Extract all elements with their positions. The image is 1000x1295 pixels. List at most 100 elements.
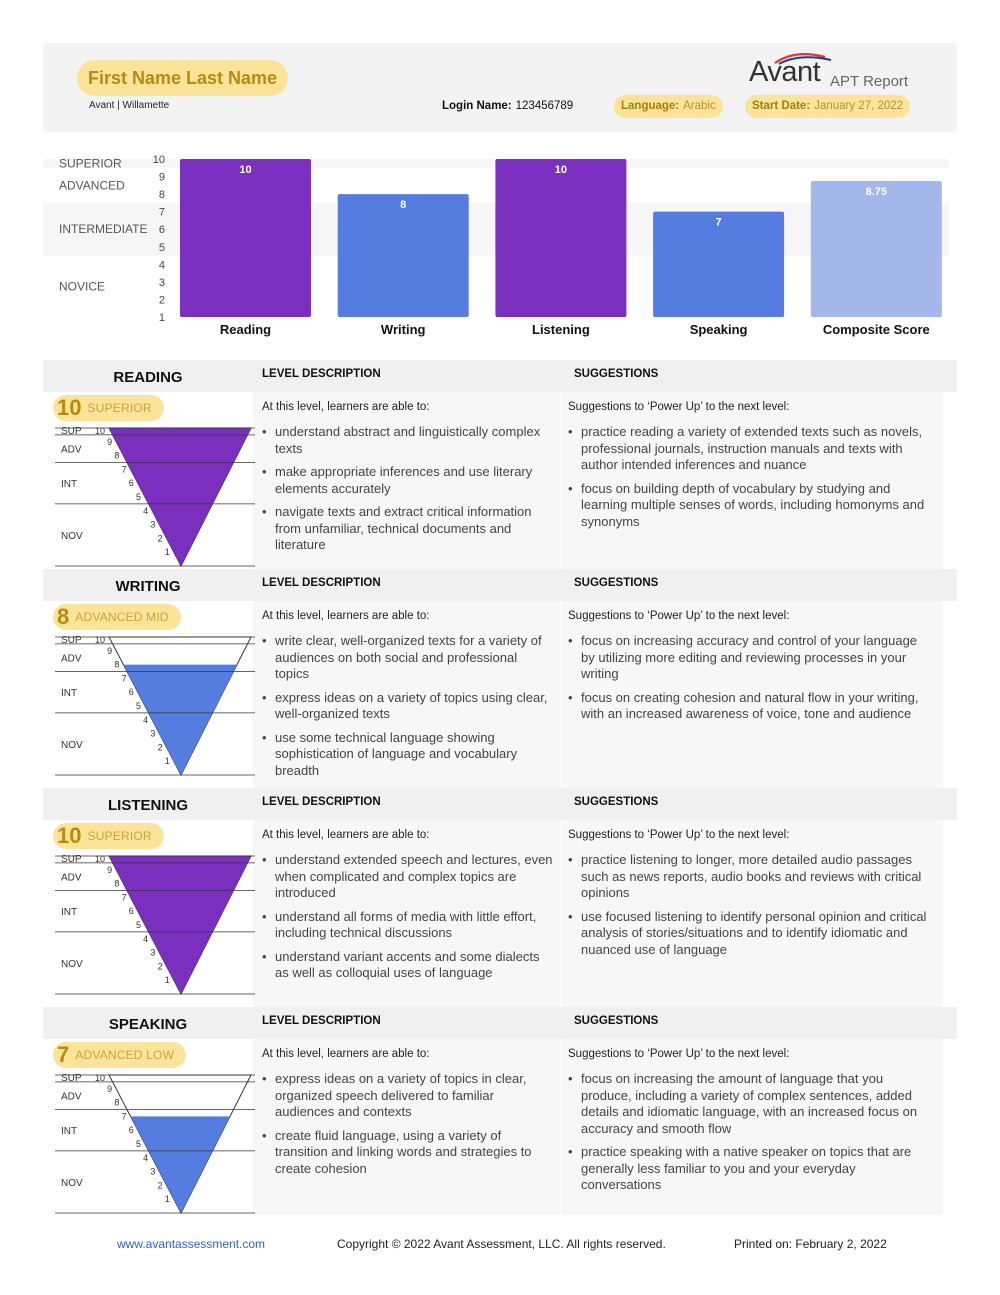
bar	[653, 211, 785, 317]
suggestions-list: practice listening to longer, more detai…	[568, 852, 933, 965]
funnel-level-number: 2	[158, 961, 163, 971]
funnel-level-number: 9	[107, 865, 112, 875]
funnel-level-number: 3	[150, 520, 155, 530]
bar	[495, 159, 627, 317]
suggestions-heading: SUGGESTIONS	[574, 368, 659, 380]
funnel-level-number: 9	[107, 646, 112, 656]
suggestions-intro: Suggestions to ‘Power Up’ to the next le…	[568, 1048, 790, 1060]
website-link[interactable]: www.avantassessment.com	[117, 1237, 266, 1251]
funnel-level-number: 10	[95, 426, 105, 436]
tier-label: ADVANCED	[59, 178, 125, 192]
funnel-tier-label: ADV	[61, 873, 82, 884]
description-item: express ideas on a variety of topics in …	[262, 1071, 554, 1121]
suggestion-item: focus on creating cohesion and natural f…	[568, 690, 933, 723]
description-item: understand all forms of media with littl…	[262, 909, 554, 942]
funnel-level-number: 6	[129, 687, 134, 697]
score-number: 7	[57, 1042, 70, 1067]
section-header: LISTENING LEVEL DESCRIPTION SUGGESTIONS	[43, 788, 957, 820]
funnel-tier-label: ADV	[61, 654, 82, 665]
skill-section-speaking: SPEAKING LEVEL DESCRIPTION SUGGESTIONS 7 ADV…	[43, 1007, 957, 1215]
y-tick-label: 2	[159, 294, 165, 306]
funnel-tier-label: SUP	[61, 635, 82, 646]
student-name: First Name Last Name	[77, 60, 289, 96]
start-date-badge: Start Date: January 27, 2022	[745, 95, 911, 118]
funnel-level-number: 1	[165, 756, 170, 766]
y-tick-label: 10	[153, 154, 165, 166]
funnel-level-number: 1	[165, 975, 170, 985]
x-category-label: Writing	[381, 322, 426, 337]
score-level: SUPERIOR	[87, 401, 152, 415]
funnel-level-number: 2	[158, 533, 163, 543]
bar	[180, 159, 311, 317]
suggestion-item: practice speaking with a native speaker …	[568, 1144, 933, 1194]
description-item: write clear, well-organized texts for a …	[262, 633, 554, 683]
score-bar-chart: SUPERIOR ADVANCED INTERMEDIATE NOVICE 1 2 3 4 5 6…	[43, 148, 957, 343]
score-badge: 8 ADVANCED MID	[53, 604, 181, 630]
funnel-level-number: 7	[122, 892, 127, 902]
x-category-label: Speaking	[690, 322, 748, 337]
language-value: Arabic	[683, 100, 716, 112]
bar-value-label: 8.75	[866, 186, 887, 198]
score-level: SUPERIOR	[87, 829, 152, 843]
funnel-level-number: 4	[143, 506, 148, 516]
level-description-heading: LEVEL DESCRIPTION	[262, 577, 381, 589]
funnel-level-number: 1	[165, 1194, 170, 1204]
suggestions-heading: SUGGESTIONS	[574, 796, 659, 808]
suggestions-intro: Suggestions to ‘Power Up’ to the next le…	[568, 610, 790, 622]
skill-section-listening: LISTENING LEVEL DESCRIPTION SUGGESTIONS 10 S…	[43, 788, 957, 1007]
section-title: WRITING	[115, 578, 181, 595]
funnel-level-number: 7	[122, 673, 127, 683]
language-badge: Language: Arabic	[614, 95, 723, 118]
description-item: make appropriate inferences and use lite…	[262, 464, 554, 497]
skill-section-writing: WRITING LEVEL DESCRIPTION SUGGESTIONS 8 ADVA…	[43, 569, 957, 788]
funnel-fill	[109, 856, 251, 994]
section-header: WRITING LEVEL DESCRIPTION SUGGESTIONS	[43, 569, 957, 601]
funnel-level-number: 2	[158, 742, 163, 752]
description-list: write clear, well-organized texts for a …	[262, 633, 554, 786]
x-category-label: Listening	[532, 322, 590, 337]
tier-label: SUPERIOR	[59, 156, 122, 170]
funnel-level-number: 10	[95, 635, 105, 645]
funnel-level-number: 5	[136, 701, 141, 711]
funnel-tier-label: NOV	[61, 740, 83, 751]
funnel-tier-label: NOV	[61, 959, 83, 970]
funnel-tier-label: INT	[61, 688, 77, 699]
funnel-level-number: 10	[95, 1073, 105, 1083]
funnel-level-number: 9	[107, 437, 112, 447]
description-intro: At this level, learners are able to:	[262, 610, 430, 622]
language-label: Language:	[621, 100, 680, 112]
funnel-level-number: 6	[129, 1125, 134, 1135]
score-level: ADVANCED LOW	[75, 1048, 175, 1062]
bar	[810, 180, 942, 317]
funnel-level-number: 8	[114, 451, 119, 461]
suggestion-item: practice listening to longer, more detai…	[568, 852, 933, 902]
funnel-level-number: 7	[122, 464, 127, 474]
tier-label: INTERMEDIATE	[59, 222, 147, 236]
funnel-level-number: 8	[114, 879, 119, 889]
suggestions-list: practice reading a variety of extended t…	[568, 424, 933, 537]
logo-brand: Avant	[749, 56, 821, 88]
logo-report-name: APT Report	[830, 73, 909, 90]
funnel-level-number: 5	[136, 1139, 141, 1149]
funnel-fill	[130, 1116, 230, 1213]
report-header: First Name Last Name Avant | Willamette …	[43, 43, 957, 132]
y-tick-label: 8	[159, 189, 165, 201]
suggestions-list: focus on increasing accuracy and control…	[568, 633, 933, 730]
level-description-heading: LEVEL DESCRIPTION	[262, 368, 381, 380]
score-number: 8	[57, 604, 70, 629]
level-description-heading: LEVEL DESCRIPTION	[262, 796, 381, 808]
section-title: SPEAKING	[108, 1016, 188, 1033]
y-tick-label: 9	[159, 172, 165, 184]
section-title: READING	[113, 369, 183, 386]
start-date-value: January 27, 2022	[814, 100, 904, 112]
funnel-level-number: 2	[158, 1180, 163, 1190]
score-badge: 10 SUPERIOR	[53, 395, 164, 421]
description-intro: At this level, learners are able to:	[262, 401, 430, 413]
description-item: understand extended speech and lectures,…	[262, 852, 554, 902]
funnel-level-number: 3	[150, 729, 155, 739]
funnel-tier-label: INT	[61, 479, 77, 490]
funnel-tier-label: SUP	[61, 854, 82, 865]
